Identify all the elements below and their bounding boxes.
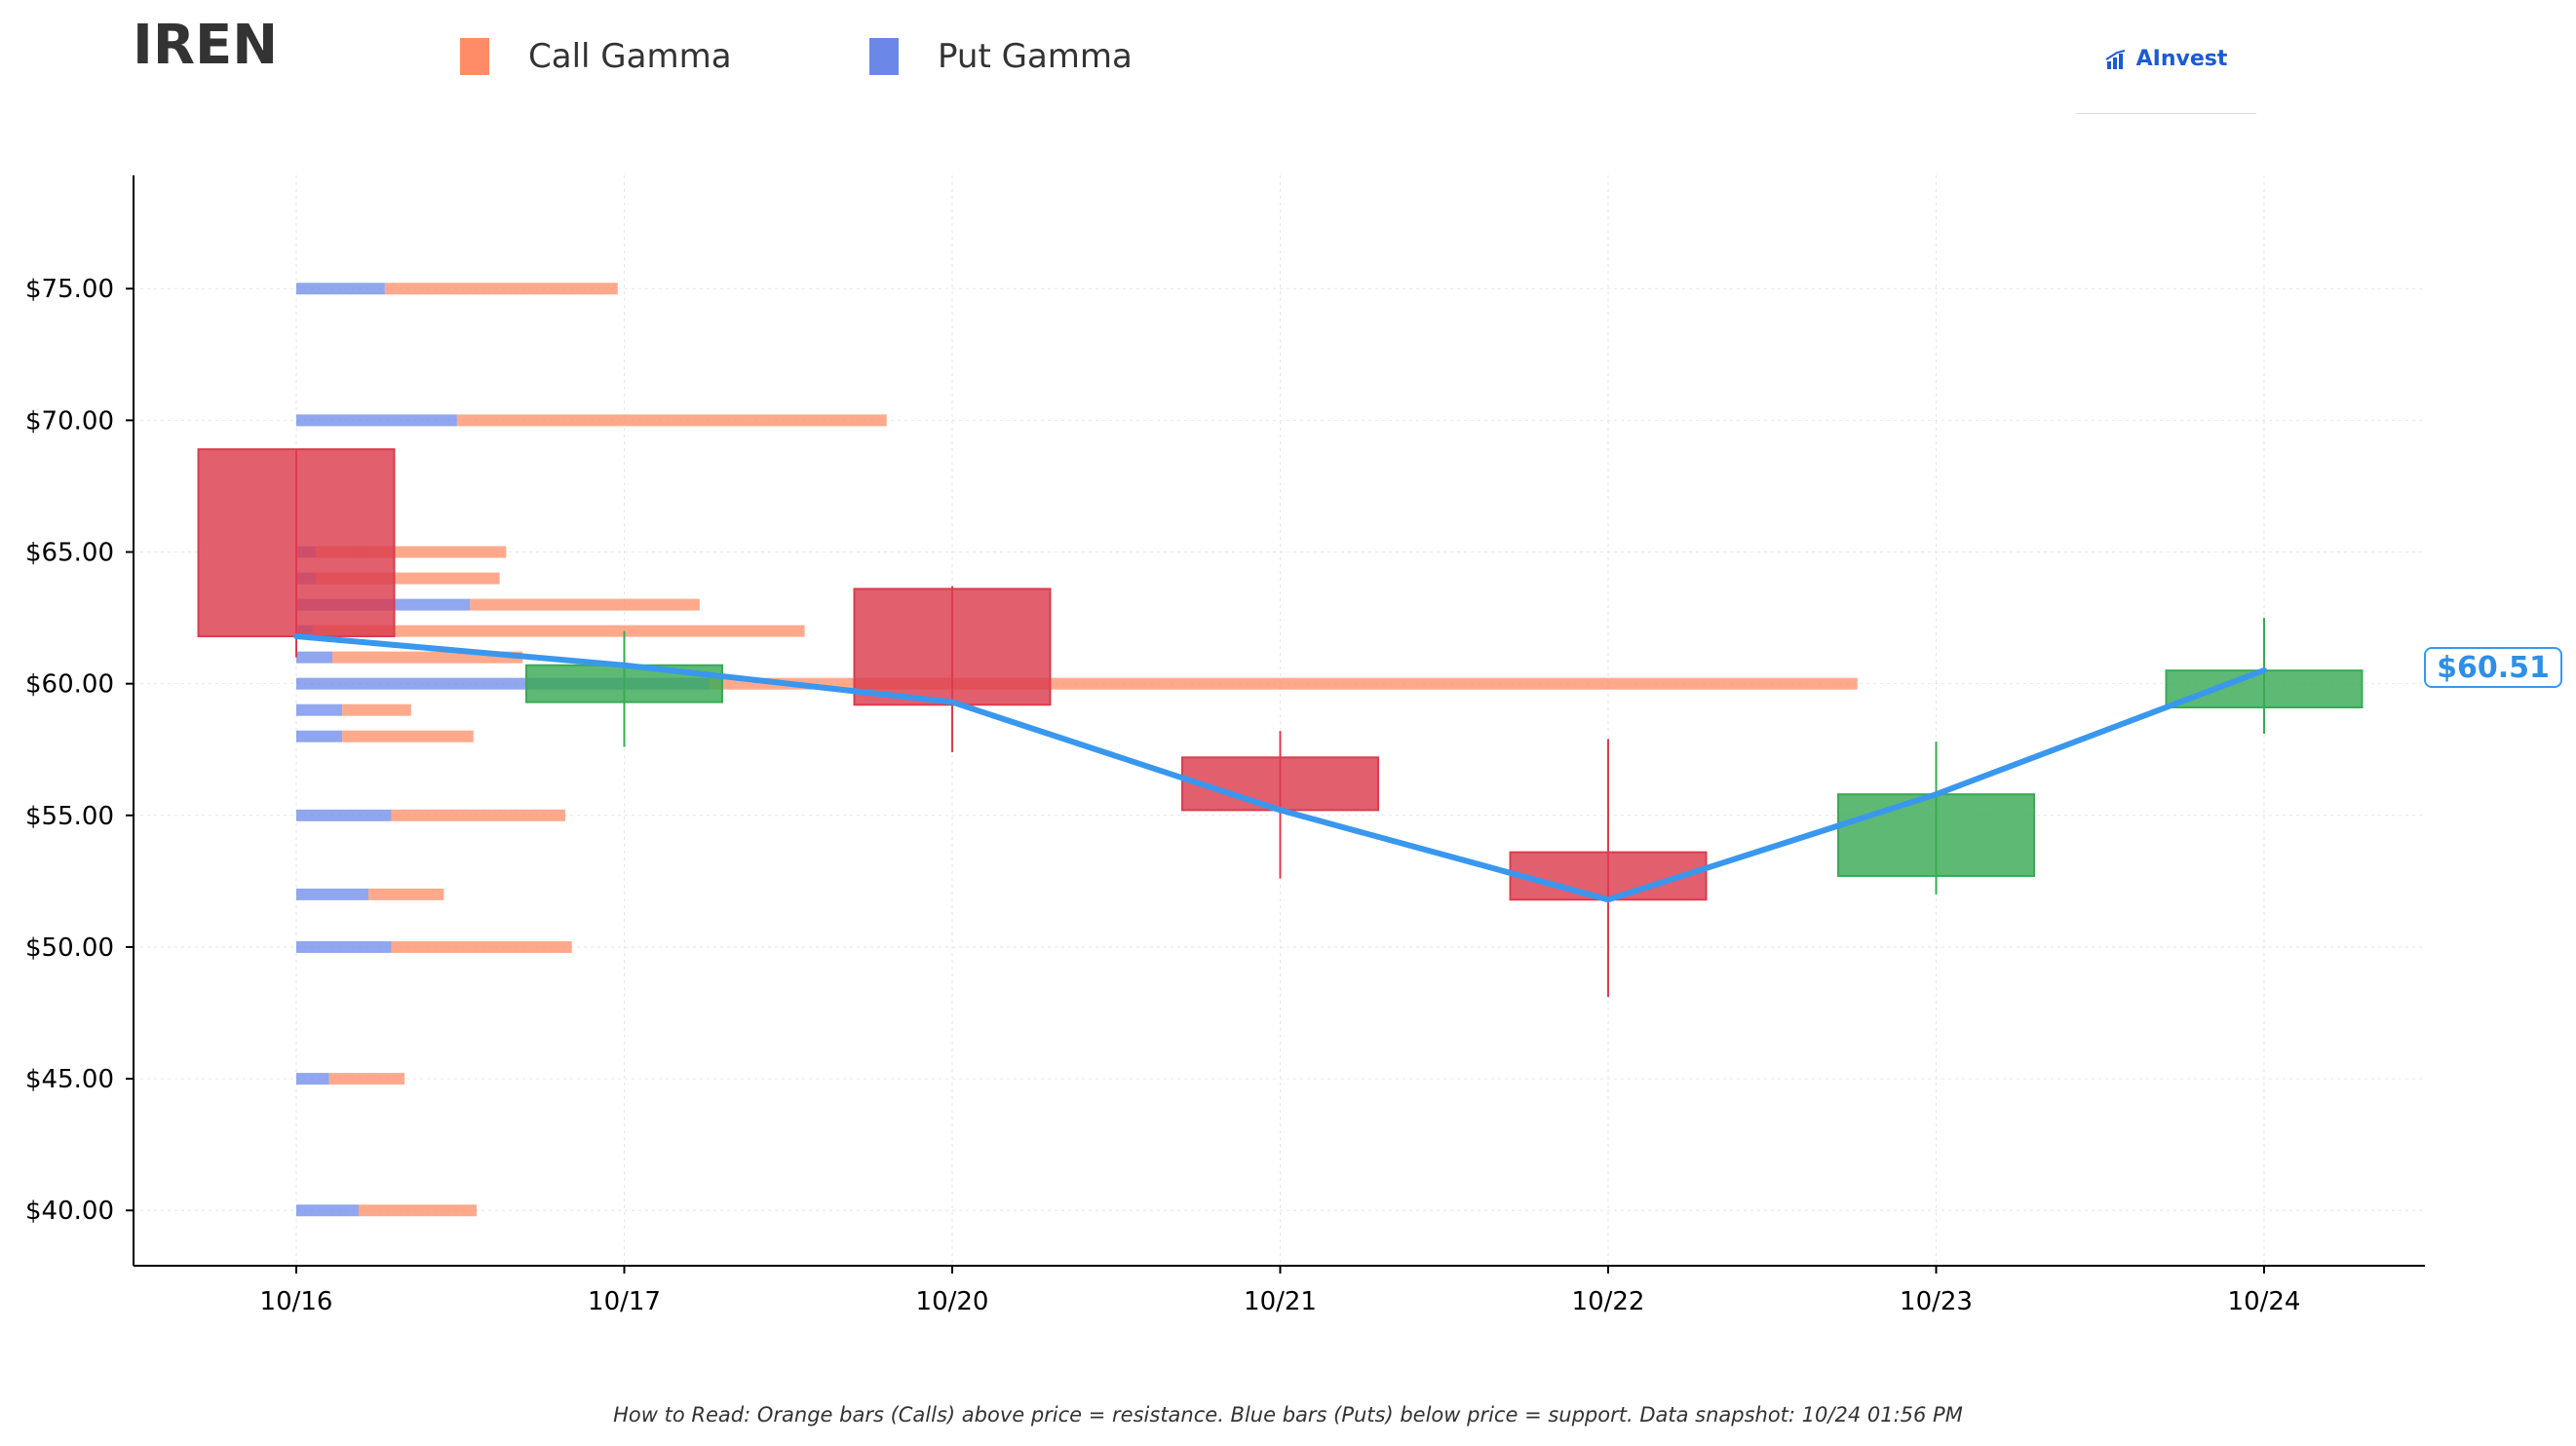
chart-growth-icon [2105, 49, 2125, 69]
call-gamma-bar-50 [391, 940, 572, 953]
put-gamma-bar-55 [296, 809, 392, 821]
y-tick-label-5: $65.00 [25, 539, 114, 568]
price-line [293, 633, 2267, 903]
call-gamma-bar-52 [368, 888, 444, 900]
put-gamma-bar-50 [296, 940, 392, 953]
y-tick-label-6: $70.00 [25, 406, 114, 436]
call-gamma-bar-55 [391, 809, 565, 821]
y-tick-label-3: $55.00 [25, 802, 114, 831]
how-to-read-note: How to Read: Orange bars (Calls) above p… [613, 1403, 1963, 1427]
call-gamma-bar-70 [456, 414, 887, 427]
x-tick-label-5: 10/23 [1900, 1287, 1973, 1316]
x-tick-label-6: 10/24 [2228, 1287, 2301, 1316]
put-gamma-bar-40 [296, 1204, 359, 1217]
call-gamma-bar-75 [384, 283, 618, 295]
logo-text: AInvest [2135, 47, 2228, 71]
put-gamma-bar-52 [296, 888, 369, 900]
call-gamma-bar-45 [328, 1073, 405, 1085]
candle-body-6 [2165, 669, 2364, 708]
y-tick-label-0: $40.00 [25, 1197, 114, 1226]
legend-call-gamma: Call Gamma [460, 37, 732, 76]
call-gamma-bar-62 [312, 625, 805, 637]
y-tick-label-4: $60.00 [25, 670, 114, 700]
y-tick-label-7: $75.00 [25, 275, 114, 304]
put-gamma-bar-70 [296, 414, 457, 427]
current-price-tag: $60.51 [2424, 647, 2562, 688]
ainvest-logo: AInvest [2076, 47, 2256, 114]
y-tick-label-2: $50.00 [25, 933, 114, 963]
put-gamma-bar-58 [296, 730, 343, 742]
put-gamma-bar-59 [296, 704, 343, 716]
legend-call-gamma-label: Call Gamma [528, 37, 732, 76]
call-gamma-swatch [460, 38, 489, 75]
put-gamma-swatch [869, 38, 899, 75]
gamma-candlestick-chart: $40.00 $45.00 $50.00 $55.00 $60.00 $65.00 $70.… [25, 175, 2425, 1316]
call-gamma-bar-58 [342, 730, 474, 742]
put-gamma-bar-75 [296, 283, 385, 295]
candle-body-3 [1181, 756, 1379, 812]
candle-body-5 [1837, 793, 2035, 877]
x-tick-label-4: 10/22 [1572, 1287, 1645, 1316]
candle-body-2 [853, 588, 1052, 706]
x-tick-label-0: 10/16 [260, 1287, 333, 1316]
y-tick-label-1: $45.00 [25, 1065, 114, 1094]
legend-put-gamma: Put Gamma [869, 37, 1133, 76]
ticker-title: IREN [133, 14, 279, 77]
call-gamma-bar-40 [358, 1204, 478, 1217]
x-tick-label-3: 10/21 [1244, 1287, 1317, 1316]
legend-put-gamma-label: Put Gamma [938, 37, 1133, 76]
call-gamma-bar-63 [470, 598, 700, 611]
x-tick-label-1: 10/17 [588, 1287, 661, 1316]
x-tick-label-2: 10/20 [916, 1287, 989, 1316]
candle-body-0 [197, 448, 396, 638]
call-gamma-bar-59 [342, 704, 411, 716]
put-gamma-bar-45 [296, 1073, 329, 1085]
put-gamma-bar-61 [296, 651, 333, 664]
